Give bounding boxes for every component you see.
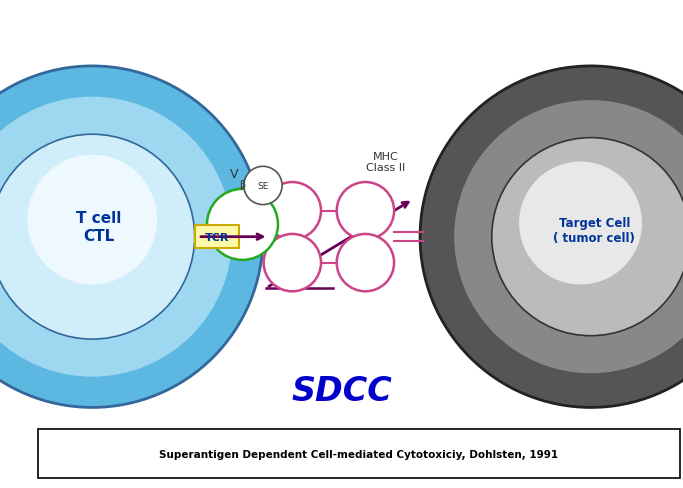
Circle shape <box>337 183 394 240</box>
Text: SE: SE <box>257 182 268 190</box>
Text: β: β <box>239 179 245 189</box>
Text: Superantigen Dependent Cell-mediated Cytotoxiciy, Dohlsten, 1991: Superantigen Dependent Cell-mediated Cyt… <box>159 449 558 459</box>
Circle shape <box>0 135 195 340</box>
Text: MHC
Class II: MHC Class II <box>366 151 406 173</box>
Text: T cell
CTL: T cell CTL <box>76 211 122 243</box>
Circle shape <box>0 67 263 407</box>
Text: SDCC: SDCC <box>291 374 392 407</box>
Bar <box>195 225 239 249</box>
Text: V: V <box>230 168 238 181</box>
Circle shape <box>519 162 642 285</box>
Text: Target Cell
( tumor cell): Target Cell ( tumor cell) <box>553 216 635 244</box>
Circle shape <box>337 234 394 292</box>
Circle shape <box>207 189 278 261</box>
Circle shape <box>0 98 232 377</box>
Text: TCR: TCR <box>205 232 229 242</box>
Circle shape <box>264 234 321 292</box>
Circle shape <box>420 67 683 407</box>
Circle shape <box>454 101 683 373</box>
Circle shape <box>27 155 157 285</box>
Circle shape <box>244 167 282 205</box>
Circle shape <box>492 139 683 336</box>
Bar <box>38 429 680 478</box>
Circle shape <box>264 183 321 240</box>
